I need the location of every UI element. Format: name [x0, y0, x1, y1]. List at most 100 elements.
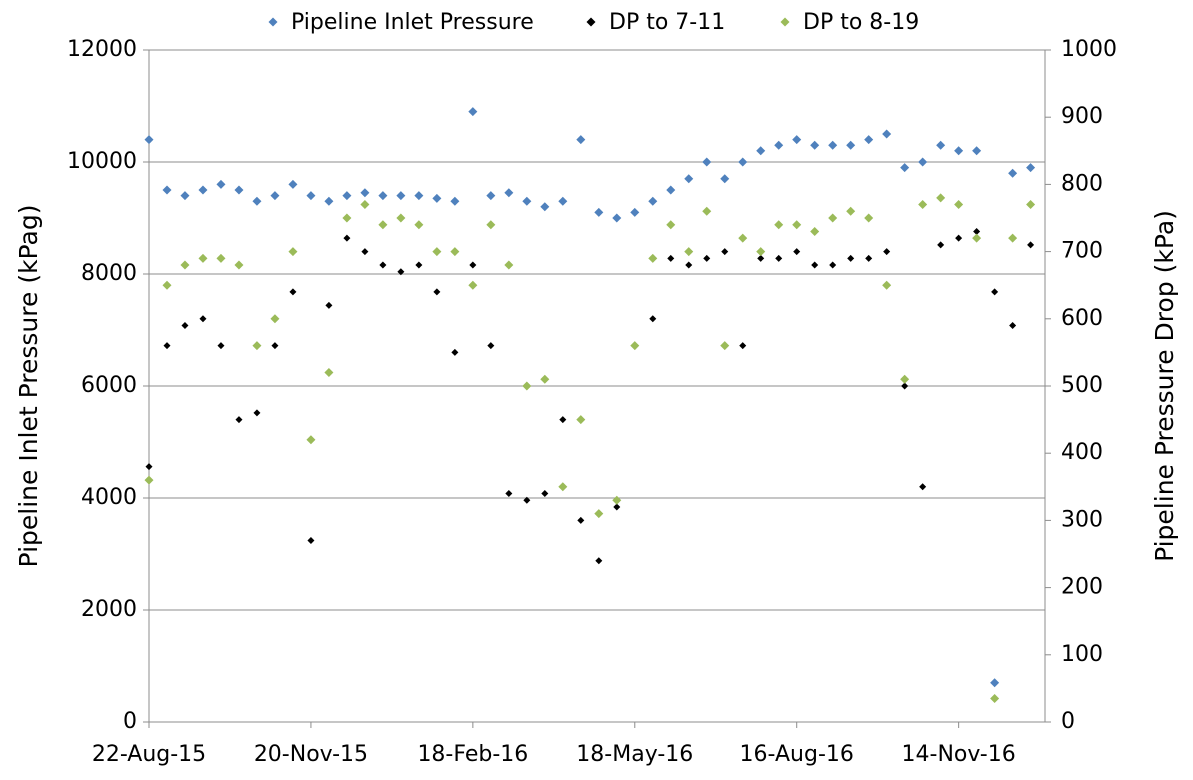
data-point	[378, 191, 388, 201]
data-point	[774, 220, 784, 230]
data-point	[594, 207, 604, 217]
data-point	[972, 233, 982, 243]
y2-axis-title: Pipeline Pressure Drop (kPa)	[1150, 210, 1179, 562]
y2-tick-label: 400	[1061, 440, 1103, 465]
data-point	[486, 191, 496, 201]
y-tick-label: 8000	[81, 261, 137, 286]
data-point	[792, 135, 802, 145]
data-point	[468, 107, 478, 117]
data-point	[937, 241, 945, 249]
data-point	[288, 247, 298, 257]
data-point	[667, 254, 675, 262]
data-point	[666, 185, 676, 195]
data-point	[540, 374, 550, 384]
data-point	[432, 193, 442, 203]
data-point	[792, 220, 802, 230]
data-point	[342, 191, 352, 201]
data-point	[217, 342, 225, 350]
x-tick-label: 18-Feb-16	[417, 742, 528, 767]
data-point	[630, 207, 640, 217]
data-point	[738, 233, 748, 243]
legend-label: DP to 7-11	[609, 10, 725, 35]
data-point	[558, 196, 568, 206]
x-tick-label: 18-May-16	[576, 742, 693, 767]
data-point	[433, 288, 441, 296]
data-point	[702, 157, 712, 167]
data-point	[253, 409, 261, 417]
data-point	[558, 482, 568, 492]
data-point	[828, 140, 838, 150]
data-point	[594, 509, 604, 519]
data-point	[1009, 322, 1017, 330]
data-point	[738, 157, 748, 167]
y2-tick-label: 100	[1061, 642, 1103, 667]
data-point	[397, 268, 405, 276]
data-point	[918, 200, 928, 210]
data-point	[235, 416, 243, 424]
data-point	[577, 516, 585, 524]
data-point	[234, 260, 244, 270]
data-point	[666, 220, 676, 230]
data-point	[306, 191, 316, 201]
data-point	[864, 213, 874, 223]
y2-tick-label: 800	[1061, 171, 1103, 196]
data-point	[378, 220, 388, 230]
data-point	[234, 185, 244, 195]
data-point	[270, 191, 280, 201]
data-point	[936, 193, 946, 203]
x-tick-label: 22-Aug-15	[92, 742, 206, 767]
data-point	[685, 261, 693, 269]
data-point	[252, 196, 262, 206]
data-point	[306, 435, 316, 445]
data-point	[900, 374, 910, 384]
data-point	[720, 174, 730, 184]
data-point	[360, 200, 370, 210]
data-point	[487, 342, 495, 350]
data-point	[810, 226, 820, 236]
data-point	[720, 341, 730, 351]
data-point	[450, 196, 460, 206]
data-point	[324, 368, 334, 378]
y2-tick-label: 1000	[1061, 37, 1117, 62]
data-point	[289, 288, 297, 296]
data-point	[198, 185, 208, 195]
data-point	[1026, 200, 1036, 210]
data-point	[486, 220, 496, 230]
x-tick-label: 20-Nov-15	[254, 742, 368, 767]
legend-marker	[780, 17, 790, 27]
data-point	[396, 191, 406, 201]
data-point	[541, 490, 549, 498]
legend-marker	[268, 17, 278, 27]
data-point	[450, 247, 460, 257]
data-point	[739, 342, 747, 350]
data-point	[216, 253, 226, 263]
data-point	[882, 280, 892, 290]
data-point	[180, 191, 190, 201]
data-point	[919, 483, 927, 491]
data-point	[865, 254, 873, 262]
y2-tick-label: 0	[1061, 709, 1075, 734]
data-point	[901, 382, 909, 390]
data-point	[756, 146, 766, 156]
data-point	[522, 381, 532, 391]
y2-tick-label: 300	[1061, 507, 1103, 532]
data-point	[954, 200, 964, 210]
data-point	[990, 693, 1000, 703]
data-point	[540, 202, 550, 212]
data-point	[955, 234, 963, 242]
data-point	[954, 146, 964, 156]
y-tick-label: 6000	[81, 373, 137, 398]
data-point	[702, 206, 712, 216]
data-point	[630, 341, 640, 351]
data-point	[774, 140, 784, 150]
data-point	[199, 315, 207, 323]
data-point	[144, 475, 154, 485]
data-point	[360, 188, 370, 198]
data-point	[684, 174, 694, 184]
data-point	[325, 301, 333, 309]
data-point	[918, 157, 928, 167]
data-point	[648, 253, 658, 263]
y2-tick-label: 600	[1061, 306, 1103, 331]
data-point	[703, 254, 711, 262]
